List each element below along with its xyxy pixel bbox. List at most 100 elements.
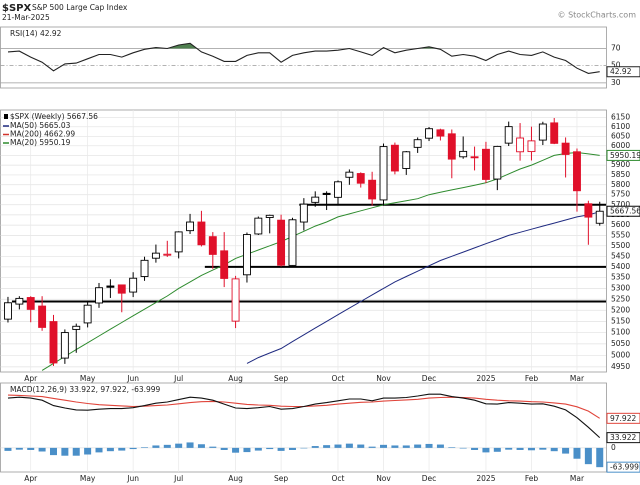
histogram-bar	[141, 447, 149, 448]
candle-body	[163, 253, 172, 256]
candle-body	[38, 305, 47, 328]
histogram-bar	[220, 447, 228, 450]
candle-body	[345, 171, 354, 178]
candle-body	[72, 325, 81, 330]
panel: 0 Apr May Jun Jul Aug Sep Oct Nov Dec 2025 Feb Mar -6…	[0, 382, 640, 483]
x-tick-label: 2025	[476, 474, 495, 483]
histogram-bar	[505, 447, 513, 450]
histogram-bar	[562, 447, 570, 454]
x-tick-label: Feb	[525, 474, 539, 483]
y-tick-label: 5500	[611, 241, 630, 250]
histogram-bar	[584, 447, 592, 465]
x-tick-label: Dec	[422, 474, 437, 483]
histogram-bar	[95, 447, 103, 453]
candle-body	[538, 123, 547, 141]
symbol: $SPX	[2, 3, 31, 14]
histogram-bar	[152, 445, 160, 448]
x-tick-label: Feb	[525, 374, 539, 383]
series-line	[7, 393, 601, 439]
histogram-bar	[471, 447, 479, 450]
candle-body	[447, 133, 456, 160]
histogram-bar	[550, 447, 558, 452]
x-tick-label: Nov	[376, 474, 391, 483]
y-tick-label: 6000	[611, 141, 630, 150]
candle-body	[334, 181, 342, 198]
candle-body	[254, 217, 263, 235]
candle-body	[516, 137, 525, 153]
candle-body	[174, 231, 183, 253]
histogram-bar	[197, 444, 205, 448]
value-box	[606, 461, 640, 473]
y-tick-label: 5700	[611, 200, 630, 209]
x-tick-label: Sep	[274, 374, 288, 383]
x-tick-label: Oct	[332, 474, 345, 483]
candle-body	[436, 129, 445, 137]
value-box-label: 5667.56	[610, 207, 640, 216]
series-line	[41, 151, 600, 371]
value-box	[606, 412, 640, 424]
histogram-bar	[38, 447, 46, 452]
legend: MA(20) 5950.19	[10, 138, 71, 147]
candle-body	[140, 259, 149, 277]
histogram-bar	[516, 447, 524, 450]
candle-body	[459, 150, 468, 158]
candle-body	[4, 302, 12, 320]
histogram-bar	[61, 447, 69, 456]
histogram-bar	[186, 442, 194, 448]
x-tick-label: Jul	[173, 474, 183, 483]
candle-body	[481, 148, 490, 180]
histogram-bar	[380, 444, 388, 448]
panel-frame	[0, 109, 607, 373]
series-line	[246, 211, 600, 364]
candle-body	[288, 219, 297, 266]
y-tick-label: 5000	[611, 350, 630, 359]
candle-body	[26, 297, 35, 310]
histogram-bar	[459, 447, 467, 449]
histogram-bar	[368, 446, 376, 448]
histogram-bar	[288, 447, 296, 450]
candle-body	[277, 219, 286, 266]
candle-body	[584, 203, 593, 218]
x-tick-label: Aug	[228, 374, 243, 383]
candle-body	[527, 140, 536, 153]
value-box-label: 33.922	[610, 433, 636, 442]
y-tick-label: 5800	[611, 180, 630, 189]
candle-body	[186, 221, 195, 232]
y-tick-label: 5100	[611, 328, 630, 337]
y-tick-label: 5600	[611, 220, 630, 229]
histogram-bar	[118, 447, 126, 451]
candle-body	[402, 151, 411, 169]
y-tick-label: 50	[611, 61, 621, 70]
y-tick-label: 0	[611, 443, 616, 452]
histogram-bar	[414, 444, 422, 448]
x-tick-label: 2025	[476, 374, 495, 383]
histogram-bar	[482, 447, 490, 453]
value-box-label: -63.999	[610, 463, 639, 472]
y-tick-label: 5550	[611, 230, 630, 239]
histogram-bar	[539, 447, 547, 450]
candle-body	[413, 139, 422, 148]
candle-body	[470, 156, 479, 159]
candle-body	[573, 151, 581, 192]
candle-body	[265, 214, 274, 218]
y-tick-label: 5400	[611, 262, 630, 271]
candle-body	[208, 236, 217, 255]
candle-body	[390, 144, 399, 172]
candle-body	[425, 128, 433, 139]
y-tick-label: 5750	[611, 190, 630, 199]
overbought-area	[150, 43, 437, 49]
candle-body	[15, 297, 24, 305]
histogram-bar	[425, 443, 433, 448]
histogram-bar	[27, 447, 35, 450]
x-tick-label: Apr	[24, 474, 38, 483]
value-box-label: 42.92	[610, 67, 632, 76]
panel: 30 50 70 42.92 RSI(14) 42.92	[0, 26, 640, 89]
histogram-bar	[493, 447, 501, 452]
histogram-bar	[596, 447, 604, 468]
y-tick-label: 5150	[611, 316, 630, 325]
x-tick-label: Oct	[332, 374, 345, 383]
value-box	[606, 432, 640, 444]
x-tick-label: Sep	[274, 474, 288, 483]
